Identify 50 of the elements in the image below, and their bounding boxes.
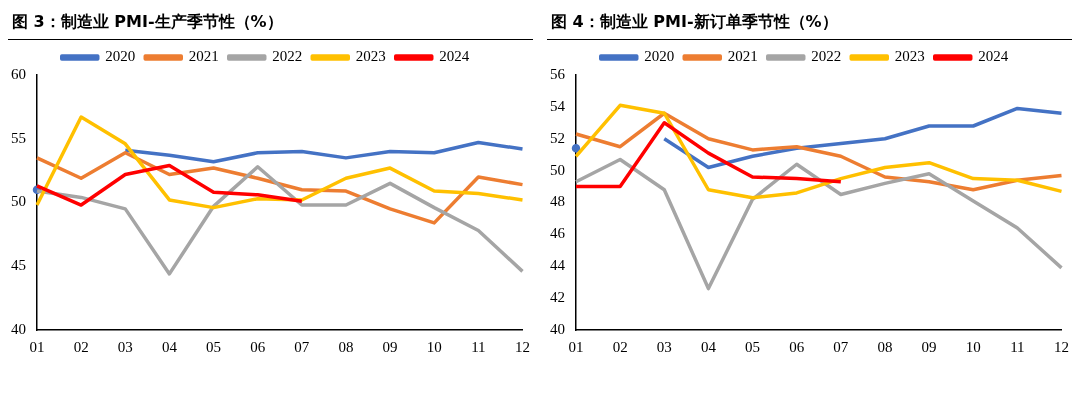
legend-label: 2020: [105, 48, 136, 65]
legend-label: 2024: [439, 48, 470, 65]
x-tick-label: 04: [700, 338, 717, 355]
x-tick-label: 05: [745, 338, 761, 355]
x-tick-label: 06: [789, 338, 805, 355]
legend-label: 2021: [188, 48, 219, 65]
x-tick-label: 04: [161, 338, 178, 355]
legend-label: 2022: [272, 48, 303, 65]
x-tick-label: 11: [471, 338, 486, 355]
legend-label: 2020: [644, 48, 675, 65]
x-tick-label: 12: [515, 338, 530, 355]
x-tick-label: 07: [833, 338, 849, 355]
y-tick-label: 48: [550, 193, 565, 210]
x-tick-label: 01: [568, 338, 584, 355]
y-tick-label: 40: [11, 320, 26, 337]
legend-label: 2021: [727, 48, 758, 65]
legend-label: 2024: [978, 48, 1009, 65]
x-tick-label: 06: [250, 338, 266, 355]
x-tick-label: 10: [965, 338, 981, 355]
y-tick-label: 46: [550, 225, 566, 242]
x-tick-label: 01: [29, 338, 45, 355]
x-tick-label: 02: [73, 338, 89, 355]
chart-title: 图 4：制造业 PMI-新订单季节性（%）: [547, 8, 1072, 40]
x-tick-label: 08: [877, 338, 893, 355]
y-tick-label: 52: [550, 129, 565, 146]
x-tick-label: 09: [382, 338, 398, 355]
y-tick-label: 50: [11, 193, 26, 210]
x-tick-label: 03: [117, 338, 133, 355]
x-tick-label: 11: [1010, 338, 1025, 355]
y-tick-label: 45: [11, 257, 26, 274]
chart-title: 图 3：制造业 PMI-生产季节性（%）: [8, 8, 533, 40]
y-tick-label: 55: [11, 129, 26, 146]
x-tick-label: 08: [338, 338, 354, 355]
y-tick-label: 40: [550, 320, 565, 337]
x-tick-label: 10: [426, 338, 442, 355]
legend-label: 2023: [355, 48, 386, 65]
y-tick-label: 60: [11, 65, 26, 82]
y-tick-label: 54: [550, 97, 566, 114]
x-tick-label: 07: [294, 338, 310, 355]
x-tick-label: 05: [206, 338, 222, 355]
x-tick-label: 02: [612, 338, 628, 355]
legend-label: 2023: [894, 48, 925, 65]
y-tick-label: 50: [550, 161, 565, 178]
x-tick-label: 12: [1054, 338, 1069, 355]
y-tick-label: 56: [550, 65, 566, 82]
legend-label: 2022: [811, 48, 842, 65]
x-tick-label: 03: [656, 338, 672, 355]
y-tick-label: 42: [550, 289, 565, 306]
x-tick-label: 09: [921, 338, 937, 355]
y-tick-label: 44: [550, 257, 566, 274]
